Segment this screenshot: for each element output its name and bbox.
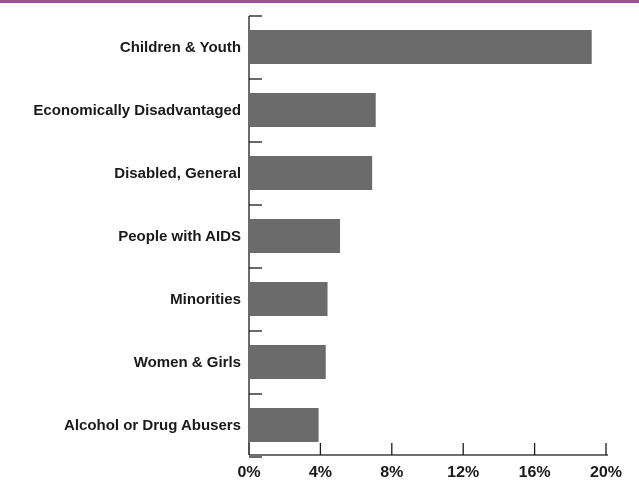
bar bbox=[249, 345, 326, 379]
bar bbox=[249, 93, 376, 127]
x-tick-label: 4% bbox=[309, 464, 332, 481]
bar bbox=[249, 282, 328, 316]
bar bbox=[249, 408, 319, 442]
x-tick-label: 12% bbox=[447, 464, 479, 481]
x-tick-label: 8% bbox=[380, 464, 403, 481]
category-label: Minorities bbox=[170, 291, 241, 308]
category-label: Children & Youth bbox=[120, 39, 241, 56]
bar bbox=[249, 30, 592, 64]
top-accent-rule bbox=[0, 0, 639, 3]
bars bbox=[249, 30, 592, 442]
x-axis: 0% 4% 8% 12% 16% 20% bbox=[237, 443, 622, 481]
category-label: Alcohol or Drug Abusers bbox=[64, 417, 241, 434]
x-tick-label: 0% bbox=[237, 464, 260, 481]
bar bbox=[249, 219, 341, 253]
category-label: Economically Disadvantaged bbox=[33, 102, 241, 119]
bar bbox=[249, 156, 373, 190]
x-tick-label: 20% bbox=[590, 464, 622, 481]
x-tick-label: 16% bbox=[519, 464, 551, 481]
category-labels: Children & Youth Economically Disadvantag… bbox=[33, 39, 241, 434]
category-label: Disabled, General bbox=[114, 165, 241, 182]
category-label: Women & Girls bbox=[134, 354, 241, 371]
category-label: People with AIDS bbox=[118, 228, 241, 245]
